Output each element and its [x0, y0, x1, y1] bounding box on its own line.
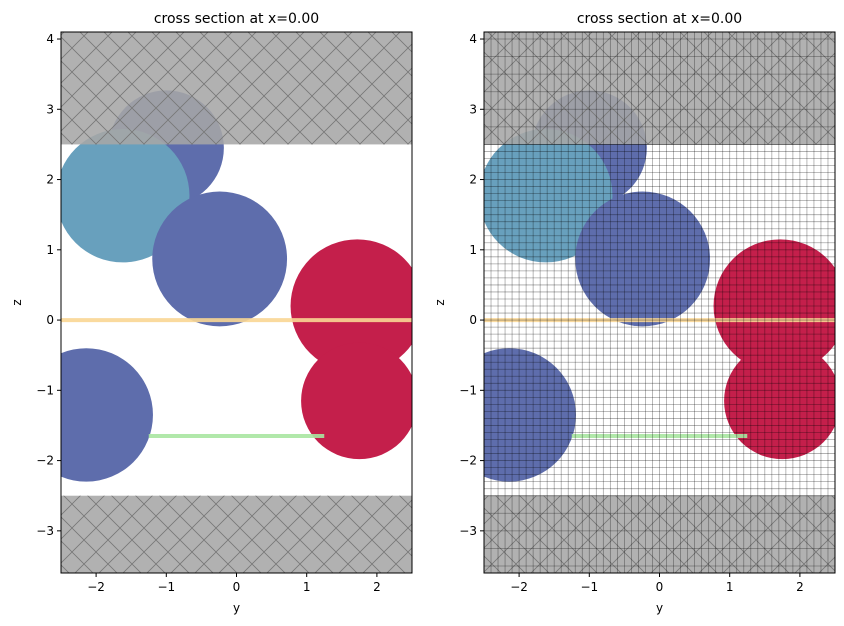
y-tick-label: −1 — [36, 383, 54, 397]
pml-hatch-1 — [484, 495, 835, 573]
y-tick-label: 2 — [46, 173, 54, 187]
y-tick-label: −3 — [36, 524, 54, 538]
y-tick-label: 3 — [469, 102, 477, 116]
structure-circle-2 — [152, 191, 288, 327]
y-tick-label: 2 — [469, 173, 477, 187]
pml-hatch-1 — [61, 495, 412, 573]
x-tick-label: 0 — [233, 580, 241, 594]
y-tick-label: 4 — [469, 32, 477, 46]
x-tick-label: 2 — [796, 580, 804, 594]
y-axis-label: z — [10, 299, 24, 305]
y-tick-label: −2 — [459, 454, 477, 468]
structure-circle-3 — [290, 239, 412, 373]
y-tick-label: −3 — [459, 524, 477, 538]
x-axis-label: y — [233, 601, 240, 615]
structure-circle-2 — [575, 191, 711, 327]
x-tick-label: 1 — [726, 580, 734, 594]
y-tick-label: 3 — [46, 102, 54, 116]
x-tick-label: −2 — [510, 580, 528, 594]
plot-area — [61, 32, 412, 573]
x-tick-label: 2 — [373, 580, 381, 594]
structure-circle-5 — [484, 348, 576, 482]
x-axis-label: y — [656, 601, 663, 615]
plot-area — [484, 32, 835, 573]
y-tick-label: 0 — [46, 313, 54, 327]
structure-circle-4 — [301, 342, 412, 460]
chart-title: cross section at x=0.00 — [154, 11, 319, 27]
y-tick-label: 4 — [46, 32, 54, 46]
structure-circle-5 — [61, 348, 153, 482]
y-tick-label: 0 — [469, 313, 477, 327]
y-tick-label: 1 — [46, 243, 54, 257]
pml-hatch-0 — [484, 32, 835, 145]
chart-title: cross section at x=0.00 — [577, 11, 742, 27]
y-tick-label: 1 — [469, 243, 477, 257]
y-tick-label: −1 — [459, 383, 477, 397]
x-tick-label: −1 — [157, 580, 175, 594]
grid-mesh — [484, 32, 835, 573]
x-tick-label: −2 — [87, 580, 105, 594]
structure-circle-1 — [484, 129, 613, 263]
structure-circle-1 — [61, 129, 190, 263]
y-tick-label: −2 — [36, 454, 54, 468]
y-axis-label: z — [433, 299, 447, 305]
right-subplot: −2 −1 0 1 2 −3 −2 −1 0 1 2 3 4 cross section at x=0.0… — [433, 11, 836, 615]
x-tick-label: −1 — [580, 580, 598, 594]
structure-circle-3 — [713, 239, 835, 373]
pml-hatch-0 — [61, 32, 412, 145]
x-tick-label: 0 — [656, 580, 664, 594]
x-tick-label: 1 — [303, 580, 311, 594]
structure-circle-4 — [724, 342, 835, 460]
left-subplot: −2 −1 0 1 2 −3 −2 −1 0 1 2 3 4 cross section at x=0.0… — [10, 11, 413, 615]
